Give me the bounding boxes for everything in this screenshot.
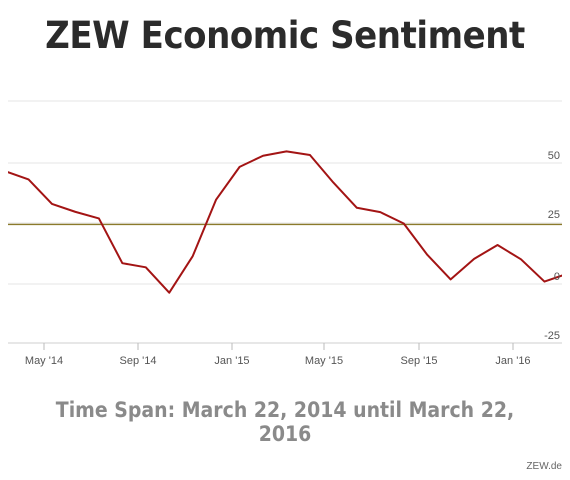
x-tick-label: May '14 xyxy=(25,355,63,367)
x-tick-label: Sep '15 xyxy=(401,355,438,367)
y-tick-label: 50 xyxy=(548,150,560,162)
series-group xyxy=(8,150,562,294)
chart-title: ZEW Economic Sentiment xyxy=(45,14,525,57)
y-tick-label: 0 xyxy=(554,271,560,283)
series-line xyxy=(8,150,562,294)
source-credit: ZEW.de xyxy=(526,461,562,472)
y-tick-label: -25 xyxy=(544,330,560,342)
gridlines xyxy=(8,100,562,344)
x-tick-label: Sep '14 xyxy=(120,355,157,367)
x-tick-label: Jan '15 xyxy=(214,355,249,367)
y-tick-label: 25 xyxy=(548,209,560,221)
y-axis-ticks: 50 25 0 -25 xyxy=(544,150,560,342)
x-tick-label: Jan '16 xyxy=(495,355,530,367)
x-tick-label: May '15 xyxy=(305,355,343,367)
line-chart: 50 25 0 -25 May '14 Sep '14 Jan '15 May '15 Sep… xyxy=(8,100,562,367)
x-axis-ticks: May '14 Sep '14 Jan '15 May '15 Sep '15 Jan '… xyxy=(25,343,531,367)
time-span-caption: Time Span: March 22, 2014 until March 22… xyxy=(55,398,515,446)
